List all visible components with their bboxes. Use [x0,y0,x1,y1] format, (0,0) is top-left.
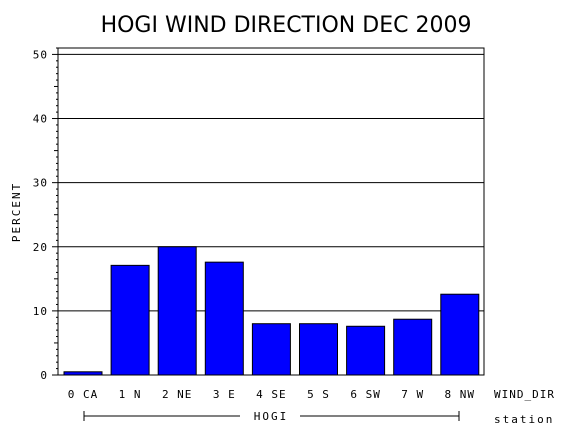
chart-title: HOGI WIND DIRECTION DEC 2009 [101,13,472,38]
x-category-label: 7 W [401,388,424,401]
bars [63,246,480,376]
x-category-label: 6 SW [350,388,381,401]
x-category-label: 2 NE [162,388,193,401]
bar-2-ne [157,246,197,376]
y-axis: 0 10 20 30 40 50 [33,47,58,382]
y-tick-label: 20 [33,241,48,254]
x-axis-title: WIND_DIR [494,388,555,401]
plot-frame [57,47,485,376]
bar-8-nw [440,293,480,376]
gridlines [58,53,484,312]
y-tick-label: 40 [33,113,48,126]
x-category-label: 1 N [119,388,142,401]
x-category-label: 3 E [213,388,236,401]
x-category-label: 5 S [307,388,330,401]
station-bracket [83,411,460,421]
bar-5-s [299,323,338,376]
x-category-label: 8 NW [445,388,476,401]
bar-6-sw [346,325,386,376]
bar-1-n [110,264,150,376]
bar-7-w [393,318,433,376]
station-label: station [494,413,554,426]
y-tick-label: 50 [33,48,48,61]
x-category-label: 4 SE [256,388,287,401]
x-category-label: 0 CA [68,388,99,401]
y-axis-title: PERCENT [10,182,23,242]
y-tick-label: 0 [40,369,48,382]
bar-4-se [251,323,291,376]
y-tick-label: 10 [33,305,48,318]
bar-3-e [204,261,244,376]
x-axis-labels: 0 CA 1 N 2 NE 3 E 4 SE 5 S 6 SW 7 W 8 NW [68,388,476,401]
station-group-label: HOGI [254,410,289,423]
y-tick-label: 30 [33,177,48,190]
